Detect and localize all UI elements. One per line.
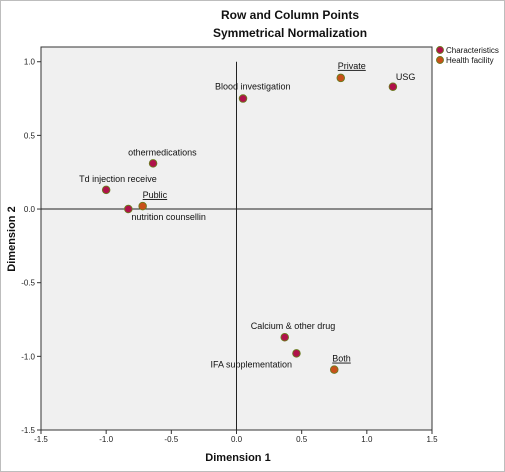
- x-tick-label: 0.0: [231, 435, 243, 444]
- point-label: Blood investigation: [215, 82, 291, 92]
- point-label: IFA supplementation: [210, 359, 292, 369]
- y-tick-label: -1.0: [21, 352, 35, 361]
- point-label: othermedications: [128, 147, 197, 157]
- legend-label: Health facility: [446, 56, 494, 65]
- point-label: Private: [338, 61, 366, 71]
- characteristic-point: [148, 159, 158, 168]
- point-label: Public: [143, 190, 168, 200]
- point-label: Td injection receive: [79, 174, 157, 184]
- legend-marker: [436, 56, 444, 64]
- y-tick-label: -1.5: [21, 426, 35, 435]
- health-facility-point: [138, 201, 147, 211]
- point-label: nutrition counsellin: [131, 212, 206, 222]
- x-tick-label: 1.0: [361, 435, 373, 444]
- chart-subtitle: Symmetrical Normalization: [213, 26, 367, 40]
- y-axis-title: Dimension 2: [6, 206, 18, 271]
- health-facility-point: [336, 73, 346, 83]
- x-tick-label: 1.5: [426, 435, 438, 444]
- point-label: Both: [332, 354, 351, 364]
- chart-title: Row and Column Points: [221, 8, 359, 22]
- characteristic-point: [388, 82, 398, 92]
- x-tick-label: -1.5: [34, 435, 48, 444]
- legend-label: Characteristics: [446, 46, 499, 55]
- characteristic-point: [101, 185, 111, 195]
- legend-marker: [436, 46, 444, 54]
- x-axis-title: Dimension 1: [205, 452, 270, 464]
- x-tick-label: 0.5: [296, 435, 308, 444]
- y-tick-label: -0.5: [21, 279, 35, 288]
- characteristic-point: [280, 332, 289, 342]
- y-tick-label: 0.5: [24, 131, 36, 140]
- y-tick-label: 0.0: [24, 205, 36, 214]
- x-tick-label: -0.5: [164, 435, 178, 444]
- characteristic-point: [124, 204, 133, 214]
- x-tick-label: -1.0: [99, 435, 113, 444]
- y-tick-label: 1.0: [24, 58, 36, 67]
- health-facility-point: [330, 365, 339, 374]
- characteristic-point: [292, 349, 301, 358]
- point-label: Calcium & other drug: [251, 321, 336, 331]
- characteristic-point: [238, 94, 248, 103]
- point-label: USG: [396, 72, 416, 82]
